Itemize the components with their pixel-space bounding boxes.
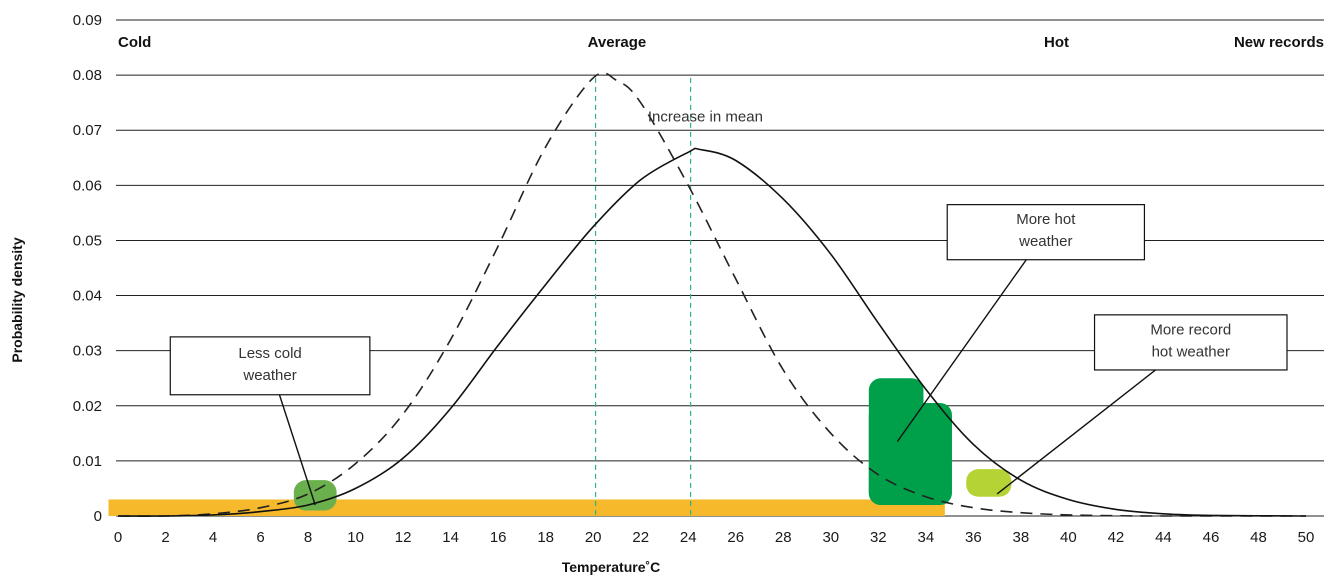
x-tick-label: 2 bbox=[161, 529, 169, 546]
callout-leader-line bbox=[996, 369, 1156, 495]
x-tick-label: 34 bbox=[917, 529, 934, 546]
x-tick-label: 40 bbox=[1060, 529, 1077, 546]
callout-text: hot weather bbox=[1152, 343, 1230, 360]
highlight-shapes bbox=[108, 378, 1012, 516]
region-labels: Cold Average Hot New records bbox=[118, 34, 1324, 51]
increase-in-mean-label: Increase in mean bbox=[648, 108, 763, 125]
x-tick-label: 26 bbox=[727, 529, 744, 546]
y-tick-label: 0.03 bbox=[73, 343, 102, 360]
callout-text: weather bbox=[242, 367, 296, 384]
x-tick-label: 44 bbox=[1155, 529, 1172, 546]
annotations: Increase in mean Less cold weather More hot… bbox=[169, 108, 1288, 506]
y-tick-label: 0.05 bbox=[73, 232, 102, 249]
x-tick-label: 36 bbox=[965, 529, 982, 546]
x-tick-label: 0 bbox=[114, 529, 122, 546]
y-tick-label: 0.06 bbox=[73, 177, 102, 194]
region-label: Cold bbox=[118, 34, 151, 51]
callout-text: Less cold bbox=[238, 345, 301, 362]
x-tick-label: 14 bbox=[442, 529, 459, 546]
x-tick-label: 46 bbox=[1203, 529, 1220, 546]
y-tick-label: 0.08 bbox=[73, 67, 102, 84]
x-tick-label: 48 bbox=[1250, 529, 1267, 546]
x-tick-label: 28 bbox=[775, 529, 792, 546]
x-tick-label: 38 bbox=[1013, 529, 1030, 546]
y-tick-label: 0.09 bbox=[73, 12, 102, 29]
callout-box bbox=[169, 336, 371, 396]
shifted-distribution-curve bbox=[117, 147, 1307, 517]
y-axis-title: Probability density bbox=[9, 237, 25, 362]
x-tick-label: 12 bbox=[395, 529, 412, 546]
region-label: Average bbox=[588, 34, 647, 51]
highlight-shape bbox=[966, 469, 1012, 497]
y-tick-label: 0 bbox=[94, 508, 102, 525]
highlight-shape bbox=[293, 480, 337, 511]
x-tick-label: 4 bbox=[209, 529, 217, 546]
grid-lines bbox=[116, 19, 1324, 517]
y-tick-label: 0.04 bbox=[73, 288, 102, 305]
mean-reference-lines bbox=[594, 77, 692, 516]
current-distribution-curve bbox=[117, 71, 1306, 517]
region-label: New records bbox=[1234, 34, 1324, 51]
x-tick-label: 22 bbox=[632, 529, 649, 546]
callout-text: More record bbox=[1150, 321, 1231, 338]
region-label: Hot bbox=[1044, 34, 1069, 51]
x-tick-label: 10 bbox=[347, 529, 364, 546]
x-tick-label: 32 bbox=[870, 529, 887, 546]
x-tick-label: 6 bbox=[256, 529, 264, 546]
x-tick-label: 24 bbox=[680, 529, 697, 546]
x-tick-label: 50 bbox=[1298, 529, 1315, 546]
axis-ticks: 00.010.020.030.040.050.060.070.080.090 2 4… bbox=[73, 12, 1315, 546]
x-tick-label: 18 bbox=[537, 529, 554, 546]
callout-box bbox=[1093, 314, 1288, 371]
x-tick-label: 20 bbox=[585, 529, 602, 546]
callout-box bbox=[946, 204, 1146, 261]
highlight-shape bbox=[868, 403, 952, 505]
x-axis-title: Temperature˚C bbox=[562, 559, 661, 575]
y-tick-label: 0.01 bbox=[73, 453, 102, 470]
callout-text: More hot bbox=[1016, 211, 1076, 228]
callout-leader-line bbox=[278, 394, 316, 506]
distribution-curves bbox=[117, 71, 1307, 517]
callout-leader-line bbox=[896, 259, 1027, 443]
x-tick-label: 16 bbox=[490, 529, 507, 546]
x-tick-label: 30 bbox=[822, 529, 839, 546]
y-tick-label: 0.07 bbox=[73, 122, 102, 139]
x-tick-label: 8 bbox=[304, 529, 312, 546]
callout-text: weather bbox=[1018, 233, 1072, 250]
x-tick-label: 42 bbox=[1108, 529, 1125, 546]
y-tick-label: 0.02 bbox=[73, 398, 102, 415]
